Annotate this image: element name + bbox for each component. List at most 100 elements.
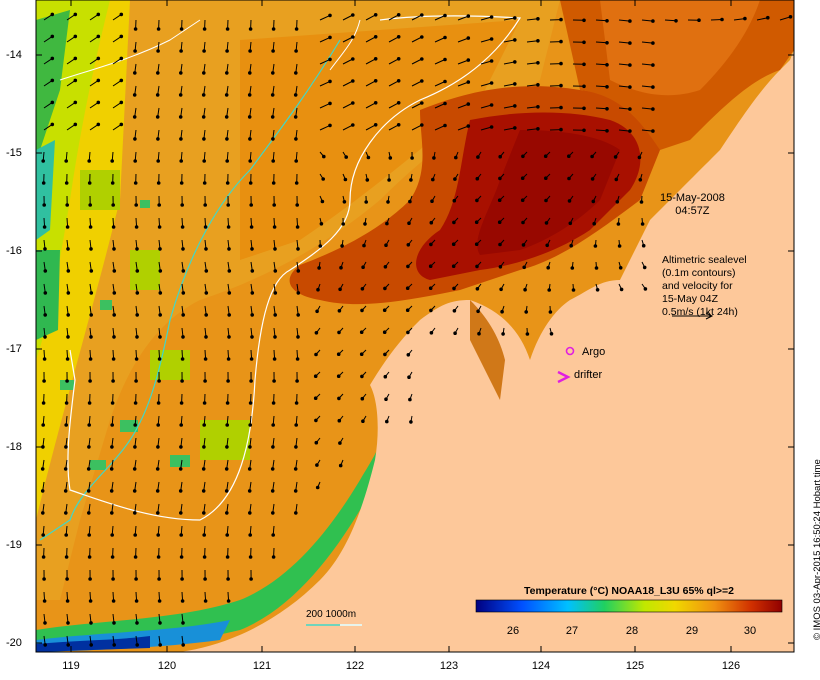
velocity-arrow-head [640, 222, 645, 226]
velocity-arrow-head [360, 287, 365, 291]
velocity-arrow-head [617, 244, 622, 248]
velocity-arrow [664, 19, 677, 22]
velocity-arrow-head [296, 291, 301, 295]
velocity-arrow-head [271, 27, 276, 31]
velocity-arrow-head [513, 82, 517, 86]
velocity-arrow-head [156, 511, 160, 515]
velocity-arrow [526, 18, 538, 21]
velocity-arrow-head [697, 18, 701, 23]
velocity-arrow-head [373, 57, 378, 61]
velocity-arrow-head [343, 177, 348, 182]
velocity-arrow-head [674, 19, 678, 23]
velocity-arrow [365, 124, 376, 131]
velocity-arrow-head [582, 18, 586, 23]
velocity-arrow-head [178, 467, 183, 471]
velocity-arrow-head [788, 14, 793, 19]
velocity-arrow-head [431, 177, 435, 182]
velocity-arrow-head [158, 621, 162, 625]
velocity-arrow-head [315, 309, 319, 314]
velocity-arrow-head [489, 15, 494, 19]
velocity-arrow [480, 60, 492, 65]
lat-label: -15 [6, 147, 22, 159]
velocity-arrow-head [201, 93, 206, 97]
velocity-arrow [457, 103, 469, 109]
velocity-arrow-head [407, 375, 411, 380]
velocity-arrow-head [249, 577, 253, 581]
velocity-arrow-head [497, 220, 502, 224]
velocity-arrow-head [41, 423, 46, 427]
velocity-arrow-head [180, 599, 185, 603]
velocity-arrow-head [134, 203, 138, 207]
velocity-arrow-head [202, 137, 206, 141]
velocity-arrow-head [317, 266, 321, 270]
velocity-arrow [618, 41, 630, 44]
velocity-arrow-head [429, 331, 434, 335]
velocity-arrow [434, 125, 446, 131]
velocity-arrow-head [66, 313, 70, 317]
velocity-arrow [411, 80, 423, 87]
velocity-arrow-head [270, 115, 275, 119]
velocity-arrow-head [65, 225, 70, 229]
velocity-arrow [526, 84, 538, 87]
velocity-arrow-head [590, 154, 594, 159]
velocity-arrow-head [475, 176, 480, 181]
velocity-arrow-head [110, 181, 115, 185]
velocity-arrow-head [227, 313, 231, 317]
velocity-arrow-head [270, 93, 275, 97]
velocity-arrow [411, 58, 423, 65]
velocity-arrow-head [112, 335, 116, 339]
velocity-arrow-head [321, 177, 326, 181]
velocity-arrow-head [50, 100, 55, 105]
velocity-arrow-head [474, 220, 479, 224]
velocity-arrow-head [179, 71, 183, 75]
velocity-arrow-head [42, 577, 46, 581]
velocity-arrow-head [181, 621, 185, 625]
velocity-arrow-head [224, 93, 229, 97]
velocity-arrow-head [420, 123, 424, 127]
velocity-arrow-head [559, 127, 563, 132]
velocity-arrow-head [86, 489, 91, 493]
lat-label: -17 [6, 343, 22, 355]
velocity-arrow-head [489, 103, 494, 107]
velocity-arrow [411, 124, 423, 131]
velocity-arrow [618, 85, 630, 88]
velocity-arrow-head [133, 555, 138, 559]
velocity-arrow-head [155, 93, 160, 97]
velocity-arrow-head [642, 265, 647, 270]
velocity-arrow-head [522, 265, 527, 270]
velocity-arrow-head [180, 225, 185, 229]
velocity-arrow-head [88, 379, 92, 383]
velocity-arrow-head [179, 181, 184, 185]
velocity-arrow-head [157, 379, 161, 383]
velocity-arrow-head [498, 154, 503, 159]
velocity-arrow-head [318, 244, 323, 248]
velocity-arrow [641, 19, 653, 22]
velocity-arrow-head [119, 12, 124, 17]
velocity-arrow-head [337, 418, 342, 423]
velocity-arrow-head [66, 621, 70, 625]
velocity-arrow-head [396, 101, 401, 105]
velocity-arrow-head [359, 330, 364, 335]
velocity-arrow [411, 102, 423, 109]
velocity-arrow-head [270, 467, 275, 471]
argo-label: Argo [582, 346, 606, 358]
velocity-arrow-head [386, 200, 390, 204]
velocity-arrow-head [549, 332, 554, 336]
velocity-arrow [618, 63, 630, 66]
velocity-arrow-head [513, 126, 517, 130]
velocity-arrow-head [420, 35, 424, 39]
velocity-arrow-head [536, 61, 540, 65]
velocity-arrow-head [452, 286, 456, 291]
velocity-arrow [756, 17, 768, 21]
velocity-arrow-head [546, 265, 551, 270]
velocity-arrow-head [89, 247, 93, 251]
velocity-arrow-head [50, 12, 55, 17]
velocity-arrow-head [314, 331, 319, 335]
velocity-arrow-head [179, 137, 183, 141]
velocity-arrow-head [179, 423, 183, 427]
velocity-arrow-head [420, 101, 424, 105]
velocity-arrow-head [489, 37, 494, 41]
velocity-arrow-head [405, 286, 410, 291]
velocity-arrow-head [536, 83, 540, 87]
velocity-arrow-head [466, 80, 471, 84]
